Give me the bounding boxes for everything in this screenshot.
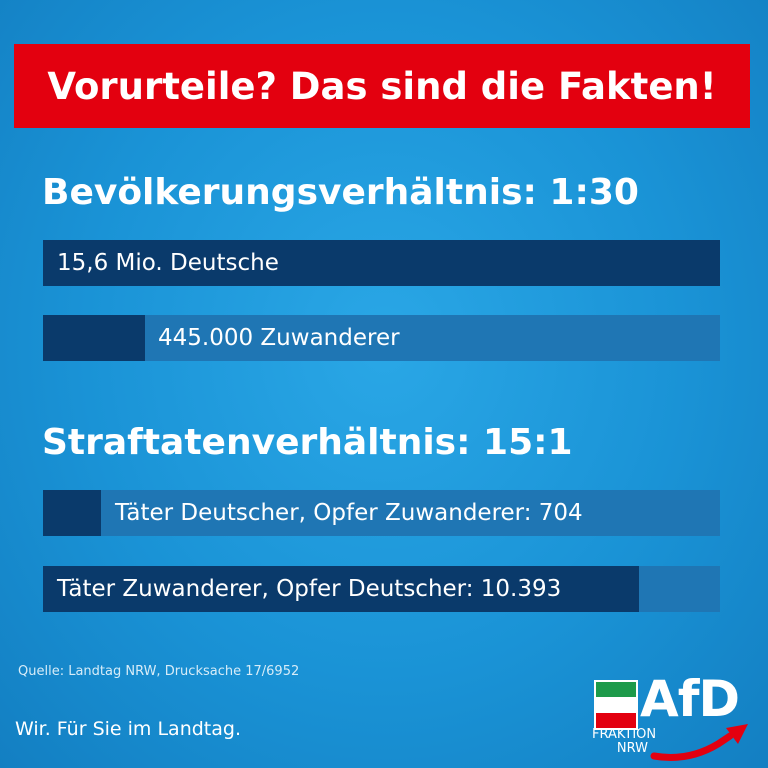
bar-fill	[43, 315, 145, 361]
bar-label: Täter Zuwanderer, Opfer Deutscher: 10.39…	[57, 576, 562, 602]
bar-fill	[43, 490, 101, 536]
bar-immigrant-offenders: Täter Zuwanderer, Opfer Deutscher: 10.39…	[43, 566, 720, 612]
bar-immigrants: 445.000 Zuwanderer	[43, 315, 720, 361]
bar-germans: 15,6 Mio. Deutsche	[43, 240, 720, 286]
headline-text: Vorurteile? Das sind die Fakten!	[47, 64, 717, 108]
swoosh-arrow-icon	[650, 724, 748, 761]
bar-label: 15,6 Mio. Deutsche	[57, 250, 279, 276]
headline-banner: Vorurteile? Das sind die Fakten!	[14, 44, 750, 128]
population-ratio-title: Bevölkerungsverhältnis: 1:30	[42, 172, 639, 213]
crime-ratio-title: Straftatenverhältnis: 15:1	[42, 422, 573, 463]
bar-fill	[43, 240, 720, 286]
bar-label: 445.000 Zuwanderer	[158, 325, 400, 351]
logo-line-fraktion: FRAKTION	[592, 727, 657, 742]
bar-german-offenders: Täter Deutscher, Opfer Zuwanderer: 704	[43, 490, 720, 536]
logo-line-nrw: NRW	[616, 741, 648, 756]
slogan: Wir. Für Sie im Landtag.	[15, 718, 241, 740]
bar-label: Täter Deutscher, Opfer Zuwanderer: 704	[115, 500, 583, 526]
logo-subtitle: FRAKTION NRW	[592, 727, 657, 756]
nrw-flag-icon	[594, 680, 638, 730]
afd-logo: AfD FRAKTION NRW	[588, 670, 758, 764]
source-note: Quelle: Landtag NRW, Drucksache 17/6952	[18, 664, 300, 679]
bar-fill	[43, 566, 639, 612]
logo-wordmark: AfD	[640, 670, 740, 728]
